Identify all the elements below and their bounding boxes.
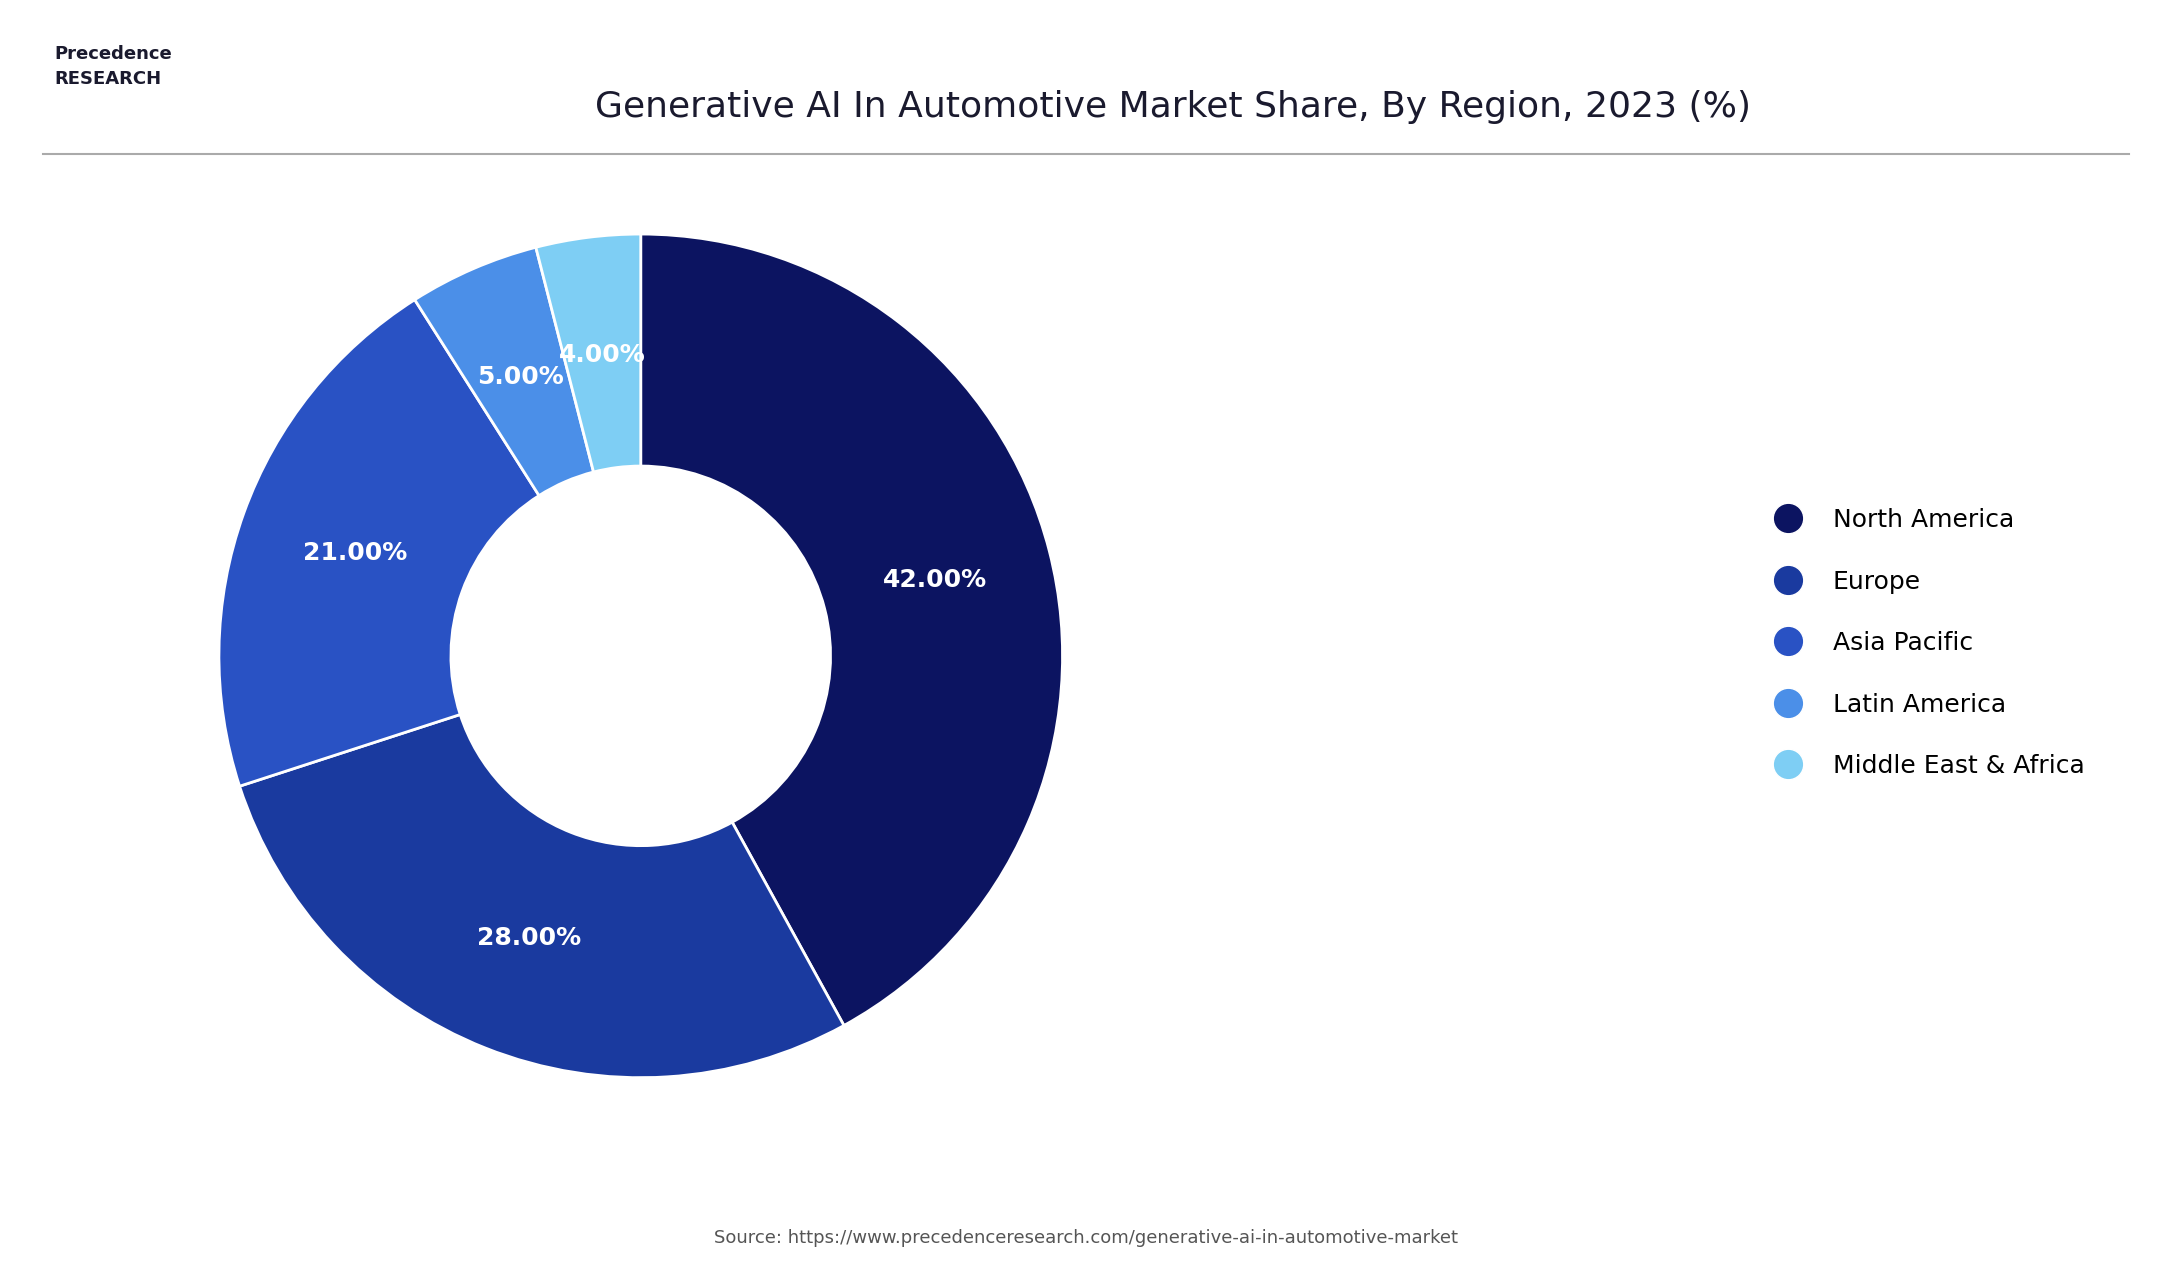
Wedge shape xyxy=(641,234,1062,1025)
Legend: North America, Europe, Asia Pacific, Latin America, Middle East & Africa: North America, Europe, Asia Pacific, Lat… xyxy=(1753,498,2094,788)
Text: Source: https://www.precedenceresearch.com/generative-ai-in-automotive-market: Source: https://www.precedenceresearch.c… xyxy=(715,1229,1457,1247)
Wedge shape xyxy=(239,715,845,1078)
Wedge shape xyxy=(536,234,641,472)
Text: 4.00%: 4.00% xyxy=(560,342,645,367)
Text: 5.00%: 5.00% xyxy=(476,365,563,390)
Text: Generative AI In Automotive Market Share, By Region, 2023 (%): Generative AI In Automotive Market Share… xyxy=(595,90,1751,123)
Text: 28.00%: 28.00% xyxy=(478,926,580,950)
Text: 42.00%: 42.00% xyxy=(882,568,986,593)
Wedge shape xyxy=(415,247,593,495)
Text: 21.00%: 21.00% xyxy=(302,541,406,565)
Wedge shape xyxy=(219,300,539,786)
Text: Precedence
RESEARCH: Precedence RESEARCH xyxy=(54,45,172,87)
